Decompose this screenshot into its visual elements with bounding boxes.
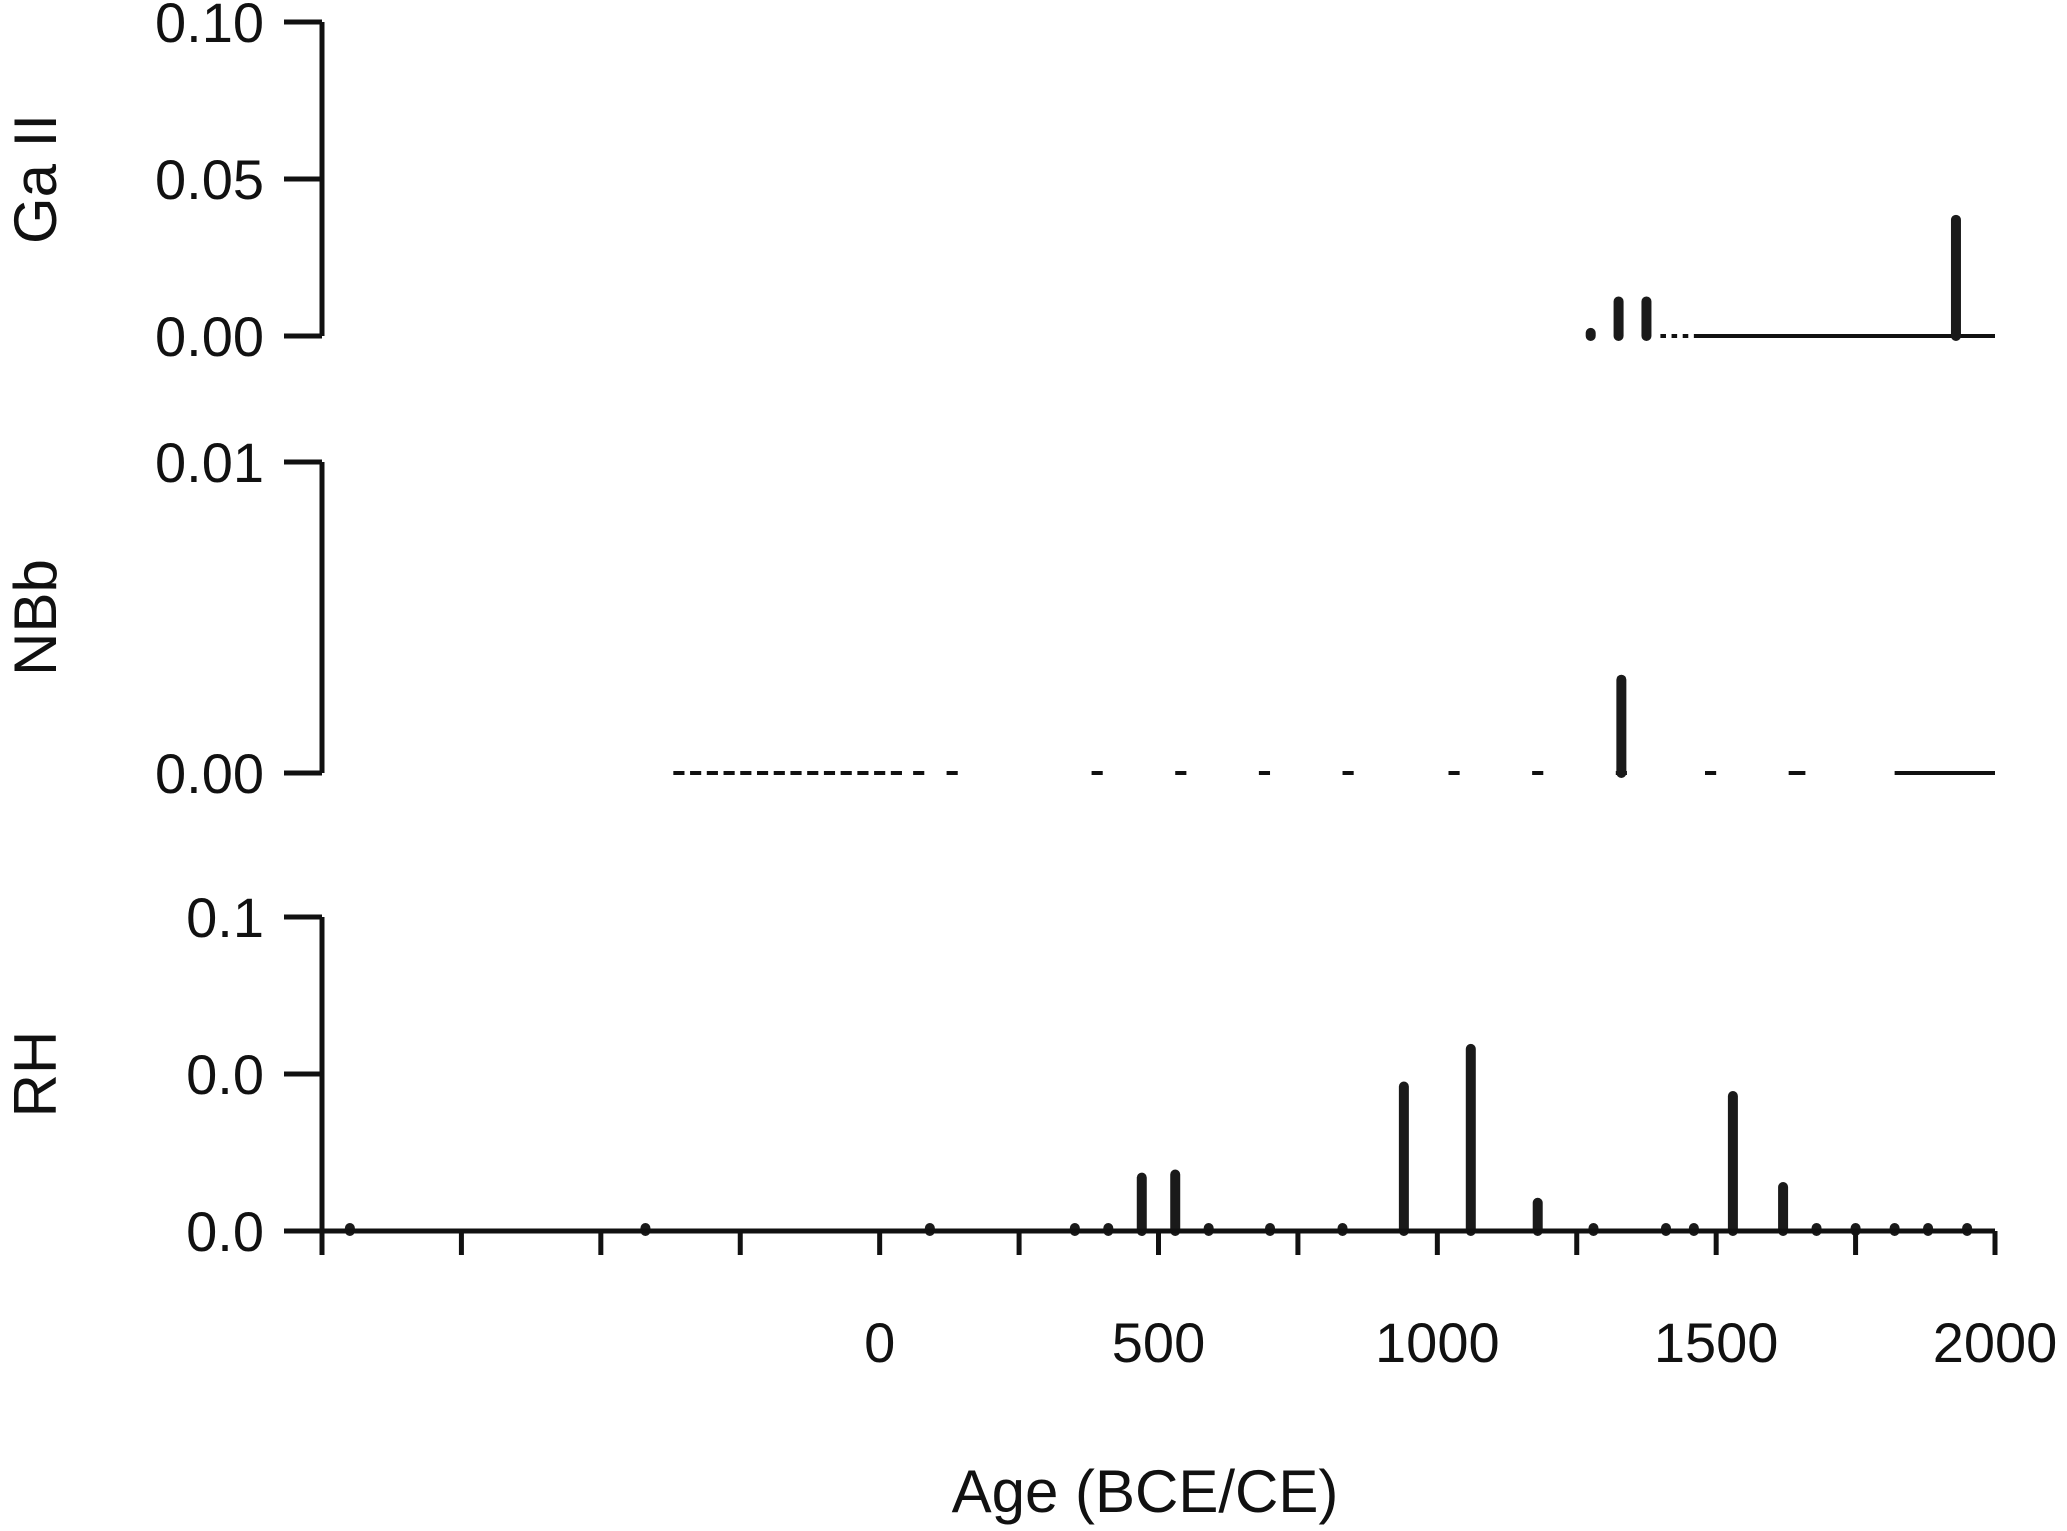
- y-tick-label: 0.01: [155, 431, 264, 494]
- x-tick-label: 2000: [1933, 1311, 2058, 1374]
- x-axis: 0 500 1000 1500 2000: [319, 1228, 2058, 1374]
- y-tick-label: 0.10: [155, 0, 264, 54]
- panel-1: 0.10 0.05 0.00 Ga II: [2, 0, 1995, 368]
- y-tick-label: 0.0: [186, 1043, 264, 1106]
- panel-label: NBb: [2, 559, 69, 676]
- y-tick-label: 0.0: [186, 1200, 264, 1263]
- y-tick-label: 0.00: [155, 305, 264, 368]
- x-axis-title: Age (BCE/CE): [952, 1458, 1339, 1525]
- chart-panels: 0.10 0.05 0.00 Ga II 0.01 0.00 NBb 0.1 0.0 0.0 RH: [2, 0, 1995, 1263]
- y-tick-label: 0.00: [155, 742, 264, 805]
- x-tick-label: 1500: [1654, 1311, 1779, 1374]
- panel-label: Ga II: [2, 114, 69, 244]
- x-tick-label: 500: [1112, 1311, 1205, 1374]
- panel-3: 0.1 0.0 0.0 RH: [2, 886, 1995, 1263]
- x-tick-label: 1000: [1375, 1311, 1500, 1374]
- panel-2: 0.01 0.00 NBb: [2, 431, 1995, 805]
- x-tick-label: 0: [864, 1311, 895, 1374]
- y-tick-label: 0.1: [186, 886, 264, 949]
- panel-label: RH: [2, 1031, 69, 1118]
- y-tick-label: 0.05: [155, 148, 264, 211]
